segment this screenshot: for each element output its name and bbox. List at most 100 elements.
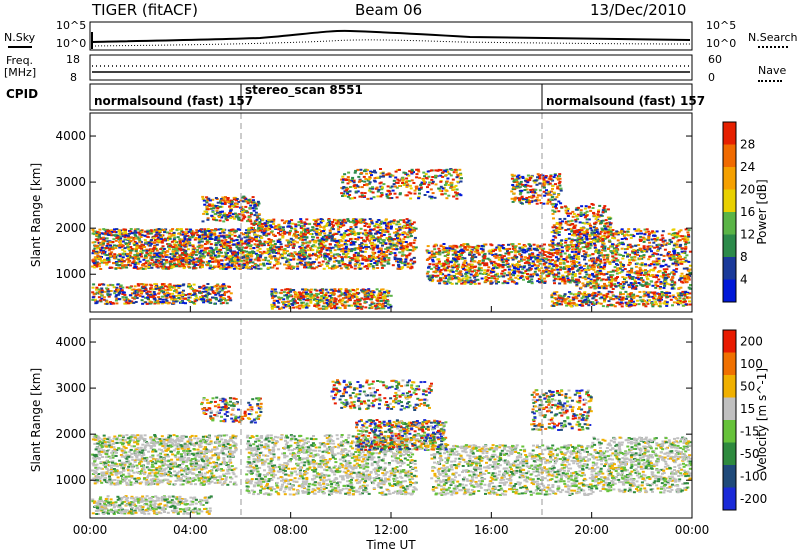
power-cell: [388, 238, 392, 241]
power-cell: [652, 241, 656, 244]
power-cell: [270, 239, 273, 241]
power-cell: [364, 234, 368, 237]
power-cell: [312, 240, 316, 243]
power-cell: [494, 248, 497, 251]
power-cell: [370, 246, 374, 249]
power-cell: [451, 253, 455, 256]
power-cell: [602, 273, 606, 276]
power-cell: [262, 262, 266, 265]
power-cell: [575, 283, 579, 286]
power-cell: [320, 230, 323, 233]
power-cell: [184, 256, 188, 259]
power-cell: [666, 254, 670, 257]
power-cell: [649, 268, 653, 271]
power-cell: [137, 267, 141, 270]
power-cell: [119, 242, 122, 245]
power-cell: [246, 235, 250, 238]
power-cell: [473, 269, 476, 272]
power-cell: [519, 276, 523, 279]
power-cell: [573, 273, 577, 275]
power-cell: [477, 282, 481, 285]
power-cell: [260, 231, 264, 234]
power-cell: [114, 239, 118, 242]
power-cell: [452, 275, 456, 277]
power-cell: [550, 269, 554, 272]
power-cell: [551, 272, 555, 275]
power-cell: [671, 234, 675, 237]
power-cell: [400, 262, 404, 265]
power-cell: [202, 234, 205, 236]
power-cell: [559, 266, 563, 269]
power-cell: [507, 277, 511, 280]
power-cell: [655, 230, 659, 233]
power-cell: [287, 261, 291, 264]
power-cell: [306, 231, 310, 234]
power-cell: [314, 232, 318, 235]
power-cell: [639, 268, 643, 271]
power-cell: [117, 237, 121, 240]
power-cell: [396, 241, 400, 244]
power-cell: [323, 256, 327, 259]
power-cell: [118, 260, 122, 263]
power-cell: [481, 273, 485, 275]
power-cell: [98, 251, 102, 254]
power-cell: [328, 232, 332, 235]
power-cell: [300, 222, 304, 225]
power-cell: [135, 297, 139, 299]
power-cell: [651, 274, 655, 277]
power-cell: [563, 280, 567, 283]
power-cell: [174, 244, 177, 247]
power-cell: [570, 256, 574, 259]
power-cell: [197, 229, 201, 232]
power-cell: [555, 249, 559, 252]
power-cell: [404, 258, 408, 261]
power-cell: [679, 262, 683, 265]
power-cell: [467, 272, 471, 275]
power-cell: [654, 286, 658, 289]
power-cell: [162, 264, 166, 267]
power-cell: [570, 238, 574, 241]
power-cell: [543, 277, 546, 280]
power-cell: [166, 231, 169, 234]
power-cell: [623, 268, 627, 270]
power-cell: [387, 259, 391, 261]
power-cell: [103, 253, 107, 256]
power-cell: [113, 230, 116, 233]
power-cell: [227, 266, 231, 268]
power-cell: [260, 223, 264, 225]
power-cell: [184, 250, 188, 253]
power-cell: [596, 278, 599, 281]
power-cell: [197, 260, 201, 262]
power-cell: [206, 235, 210, 238]
power-cell: [169, 229, 173, 232]
power-cell: [468, 268, 472, 271]
power-cell: [157, 302, 160, 305]
power-cell: [296, 258, 300, 261]
power-cell: [152, 236, 156, 239]
power-cell: [391, 239, 395, 242]
power-cell: [337, 225, 341, 228]
power-cell: [232, 229, 235, 232]
power-cell: [300, 263, 304, 266]
power-cell: [363, 256, 367, 259]
power-cell: [381, 264, 385, 267]
power-cell: [384, 242, 388, 245]
power-cell: [551, 259, 554, 262]
power-cell: [504, 248, 508, 251]
power-cell: [144, 230, 148, 233]
power-cell: [344, 221, 348, 224]
power-cell: [528, 253, 532, 256]
power-cell: [506, 282, 510, 285]
power-cell: [651, 253, 655, 256]
power-cell: [340, 259, 344, 262]
power-cell: [553, 274, 557, 277]
power-cell: [398, 227, 402, 230]
power-cell: [255, 257, 259, 260]
power-cell: [531, 262, 535, 265]
power-cell: [656, 274, 659, 277]
power-cell: [215, 246, 219, 249]
power-cell: [477, 268, 481, 271]
power-cell: [316, 218, 320, 221]
power-cell: [229, 238, 233, 241]
power-cell: [470, 258, 474, 261]
